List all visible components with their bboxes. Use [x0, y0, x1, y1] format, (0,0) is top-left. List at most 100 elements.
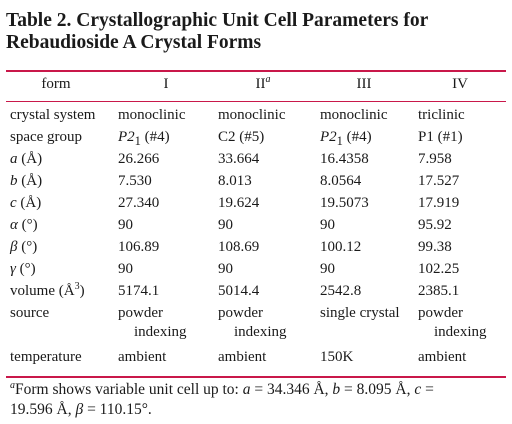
cell-line: powder — [418, 305, 463, 321]
cell-value: 19.624 — [218, 195, 260, 211]
footnote-symbol: a — [242, 381, 251, 398]
cell-value: P21 (#4) — [118, 126, 170, 152]
row-label: c (Å) — [10, 192, 41, 214]
table-row-b: b (Å) 7.530 8.013 8.0564 17.527 — [0, 170, 512, 192]
cell-value: 90 — [218, 261, 233, 277]
table-row-volume: volume (Å3) 5174.1 5014.4 2542.8 2385.1 — [0, 280, 512, 302]
cell-line: powder — [218, 305, 263, 321]
param-symbol: β — [10, 239, 18, 255]
cell-value: 150K — [320, 349, 354, 365]
header-form-ii: IIa — [214, 74, 312, 93]
cell-value: 90 — [320, 261, 335, 277]
cell-value: ambient — [218, 349, 267, 365]
cell-value: monoclinic — [320, 107, 388, 123]
footnote-value: = 110.15°. — [83, 401, 152, 418]
cell-line: indexing — [234, 324, 287, 340]
header-form-ii-label: II — [255, 76, 266, 92]
header-form-i: I — [163, 76, 169, 92]
row-label: a (Å) — [10, 148, 42, 170]
cell-value: 26.266 — [118, 151, 160, 167]
table-caption: Table 2. Crystallographic Unit Cell Para… — [6, 10, 506, 54]
cell-value: C2 (#5) — [218, 129, 265, 145]
cell-line: powder — [118, 305, 163, 321]
footnote-mark: a — [10, 380, 15, 391]
cell-value: powder indexing — [118, 302, 187, 341]
cell-value: 5174.1 — [118, 283, 160, 299]
footnote-text: Form shows variable unit cell up to: — [15, 381, 243, 398]
cell-value: 90 — [218, 217, 233, 233]
cell-value: 17.527 — [418, 173, 460, 189]
table-footnote: aForm shows variable unit cell up to: a … — [10, 380, 506, 420]
table-row-space-group: space group P21 (#4) C2 (#5) P21 (#4) P1… — [0, 126, 512, 148]
cell-value: 90 — [118, 261, 133, 277]
cell-value: 102.25 — [418, 261, 460, 277]
cell-value: P21 (#4) — [320, 126, 372, 152]
footnote-value: = 34.346 Å, — [250, 381, 333, 398]
param-unit: (°) — [17, 217, 38, 233]
header-form: form — [41, 76, 71, 92]
param-symbol: c — [10, 195, 17, 211]
cell-value: 17.919 — [418, 195, 460, 211]
caption-line-2: Rebaudioside A Crystal Forms — [6, 32, 262, 53]
row-label: crystal system — [10, 107, 96, 123]
caption-line-1: Table 2. Crystallographic Unit Cell Para… — [6, 10, 429, 31]
param-symbol: a — [10, 151, 18, 167]
cell-value: 95.92 — [418, 217, 452, 233]
cell-value: 108.69 — [218, 239, 260, 255]
top-rule — [6, 70, 506, 72]
cell-value: 7.958 — [418, 151, 452, 167]
cell-value: 90 — [320, 217, 335, 233]
param-unit: (°) — [17, 239, 38, 255]
volume-label: volume (Å — [10, 283, 75, 299]
row-label: γ (°) — [10, 258, 36, 280]
cell-value: 99.38 — [418, 239, 452, 255]
cell-value: triclinic — [418, 107, 465, 123]
param-symbol: α — [10, 217, 18, 233]
row-label: volume (Å3) — [10, 280, 85, 302]
param-symbol: b — [10, 173, 18, 189]
space-group-number: (#4) — [140, 129, 170, 145]
table-row-source: source powder indexing powder indexing sin… — [0, 302, 512, 342]
cell-value: powder indexing — [218, 302, 287, 341]
param-symbol: γ — [10, 261, 16, 277]
table-row-a: a (Å) 26.266 33.664 16.4358 7.958 — [0, 148, 512, 170]
table-row-crystal-system: crystal system monoclinic monoclinic mon… — [0, 104, 512, 126]
table-row-beta: β (°) 106.89 108.69 100.12 99.38 — [0, 236, 512, 258]
cell-line: indexing — [434, 324, 487, 340]
cell-value: powder indexing — [418, 302, 487, 341]
cell-value: 8.0564 — [320, 173, 362, 189]
cell-value: monoclinic — [118, 107, 186, 123]
cell-value: 2542.8 — [320, 283, 362, 299]
row-label: temperature — [10, 349, 82, 365]
space-group-number: (#4) — [342, 129, 372, 145]
row-label: b (Å) — [10, 170, 42, 192]
cell-value: ambient — [118, 349, 167, 365]
param-unit: (°) — [15, 261, 36, 277]
param-unit: (Å) — [17, 151, 43, 167]
cell-value: 19.5073 — [320, 195, 369, 211]
header-form-iv: IV — [452, 76, 468, 92]
table-row-gamma: γ (°) 90 90 90 102.25 — [0, 258, 512, 280]
cell-value: P1 (#1) — [418, 129, 463, 145]
cell-value: 5014.4 — [218, 283, 260, 299]
space-group-subscript: 1 — [336, 134, 343, 148]
cell-value: ambient — [418, 349, 467, 365]
cell-value: 8.013 — [218, 173, 252, 189]
footnote-symbol: β — [75, 401, 84, 418]
volume-label-close: ) — [79, 283, 85, 299]
footnote-value: 19.596 Å, — [10, 401, 76, 418]
header-footnote-mark: a — [265, 74, 271, 85]
table-header-row: form I IIa III IV — [0, 74, 512, 98]
table-row-alpha: α (°) 90 90 90 95.92 — [0, 214, 512, 236]
footnote-line-2: 19.596 Å, β = 110.15°. — [10, 400, 506, 420]
cell-value: 90 — [118, 217, 133, 233]
row-label: β (°) — [10, 236, 37, 258]
header-rule — [6, 101, 506, 102]
cell-value: 7.530 — [118, 173, 152, 189]
cell-value: single crystal — [320, 305, 400, 321]
row-label: space group — [10, 129, 83, 145]
param-unit: (Å) — [17, 173, 43, 189]
space-group-symbol: P2 — [320, 129, 337, 145]
volume-exponent: 3 — [74, 281, 80, 292]
